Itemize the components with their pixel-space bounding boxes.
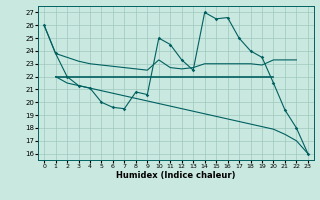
X-axis label: Humidex (Indice chaleur): Humidex (Indice chaleur) [116, 171, 236, 180]
